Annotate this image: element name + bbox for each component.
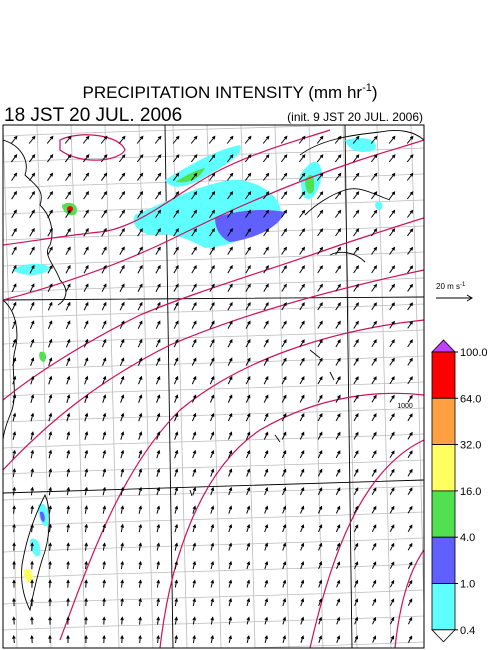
colorbar-label: 100.0: [460, 347, 488, 359]
map: 1000: [3, 125, 424, 648]
colorbar-label: 32.0: [460, 440, 481, 452]
reference-vector-text: 20 m s: [436, 282, 460, 291]
colorbar-over: [431, 339, 456, 353]
map-frame: [2, 124, 425, 649]
colorbar-label: 16.0: [460, 486, 481, 498]
colorbar-box: [431, 351, 456, 399]
reference-vector-arrow: [436, 294, 473, 302]
title: PRECIPITATION INTENSITY (mm hr-1): [82, 82, 377, 102]
wind-vectors-group: [10, 135, 414, 644]
reference-vector-exponent: -1: [460, 282, 466, 288]
isobar-label: 1000: [397, 403, 413, 410]
colorbar-label: 4.0: [460, 532, 475, 544]
reference-vector-label: 20 m s-1: [436, 282, 466, 291]
colorbar-label: 64.0: [460, 393, 481, 405]
colorbar-box: [431, 444, 456, 492]
init-time: (init. 9 JST 20 JUL. 2006): [287, 110, 423, 124]
title-close: ): [372, 83, 378, 102]
title-text: PRECIPITATION INTENSITY (mm hr: [82, 83, 362, 102]
title-exponent: -1: [362, 82, 372, 94]
wind-vectors: [10, 135, 414, 644]
colorbar-label: 0.4: [460, 625, 475, 637]
colorbar-box: [431, 536, 456, 584]
isobars: [3, 129, 424, 648]
valid-time: 18 JST 20 JUL. 2006: [4, 105, 182, 126]
colorbar-box: [431, 490, 456, 538]
colorbar: 100.0 64.0 32.0 16.0 4.0 1.0 0.4: [431, 339, 488, 643]
colorbar-label: 1.0: [460, 579, 475, 591]
colorbar-box: [431, 583, 456, 631]
colorbar-box: [431, 397, 456, 445]
colorbar-under: [431, 629, 456, 643]
domain-lines: [3, 125, 424, 648]
